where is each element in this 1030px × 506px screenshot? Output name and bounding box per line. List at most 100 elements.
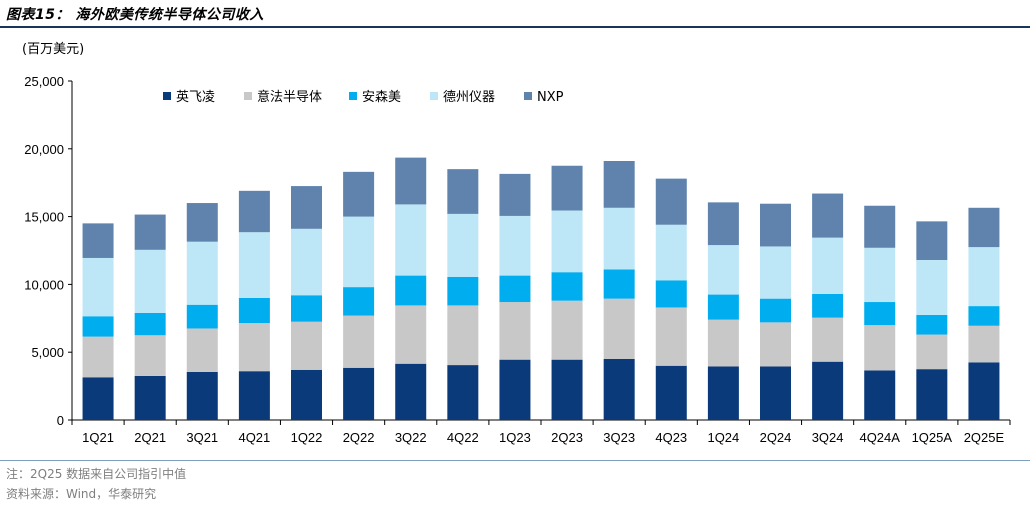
x-tick-label: 4Q22 xyxy=(447,430,479,445)
bar-segment xyxy=(864,302,896,326)
footer-divider xyxy=(0,460,1030,461)
bar-segment xyxy=(655,178,687,225)
bar-segment xyxy=(916,221,948,260)
bar-segment xyxy=(291,186,322,229)
bar-segment xyxy=(82,223,114,258)
bar-segment xyxy=(186,328,218,372)
bar-segment xyxy=(655,365,687,420)
x-tick-label: 2Q25E xyxy=(964,430,1005,445)
bar-segment xyxy=(291,228,322,296)
x-tick-label: 4Q23 xyxy=(655,430,687,445)
bar-segment xyxy=(760,322,791,367)
title-divider xyxy=(0,26,1030,28)
bar-segment xyxy=(499,359,531,420)
bar-segment xyxy=(760,246,791,299)
bar-segment xyxy=(134,312,166,336)
bar-segment xyxy=(499,275,531,303)
legend-label: 德州仪器 xyxy=(443,90,495,105)
bar-segment xyxy=(603,298,635,359)
bar-segment xyxy=(760,203,791,247)
x-tick-label: 2Q22 xyxy=(343,430,375,445)
bar-segment xyxy=(134,375,166,420)
bar-segment xyxy=(968,306,1000,326)
x-tick-label: 3Q23 xyxy=(603,430,635,445)
bar-segment xyxy=(343,367,375,420)
x-tick-label: 3Q21 xyxy=(186,430,218,445)
x-tick-label: 1Q24 xyxy=(707,430,739,445)
bar-segment xyxy=(551,272,583,301)
bar-segment xyxy=(655,307,687,366)
bar-segment xyxy=(82,377,114,420)
bar-segment xyxy=(447,276,479,306)
bar-segment xyxy=(551,210,583,273)
y-tick-label: 10,000 xyxy=(24,277,64,292)
legend-swatch xyxy=(244,92,252,100)
bar-segment xyxy=(499,215,531,276)
unit-label: (百万美元) xyxy=(22,42,85,57)
bar-segment xyxy=(864,325,896,371)
bar-segment xyxy=(916,334,948,370)
bar-segment xyxy=(551,300,583,360)
bar-segment xyxy=(864,205,896,248)
bar-segment xyxy=(707,366,739,420)
bar-segment xyxy=(812,237,844,294)
bar-segment xyxy=(395,204,427,276)
x-tick-label: 4Q21 xyxy=(238,430,270,445)
x-tick-label: 3Q22 xyxy=(395,430,427,445)
bar-segment xyxy=(864,247,896,303)
bar-segment xyxy=(968,362,1000,420)
bar-segment xyxy=(82,257,114,317)
y-tick-label: 25,000 xyxy=(24,74,64,89)
x-tick-label: 1Q25A xyxy=(912,430,953,445)
bar-segment xyxy=(186,203,218,242)
bar-segment xyxy=(291,321,322,370)
source-note: 资料来源：Wind，华泰研究 xyxy=(6,487,157,501)
bar-segment xyxy=(447,169,479,214)
bar-segment xyxy=(603,269,635,299)
bar-segment xyxy=(238,190,270,233)
bar-segment xyxy=(343,315,375,368)
stacked-bar-chart: 0 5,000 10,000 15,000 20,000 25,000 1Q21 2Q21 3Q… xyxy=(24,74,1011,445)
bar-segment xyxy=(916,259,948,315)
legend-swatch xyxy=(163,92,171,100)
bar-segment xyxy=(551,359,583,420)
bar-segment xyxy=(655,280,687,308)
bar-segment xyxy=(82,316,114,337)
bar-segment xyxy=(134,214,166,250)
x-tick-label: 1Q23 xyxy=(499,430,531,445)
bar-segment xyxy=(134,249,166,313)
x-tick-label: 1Q22 xyxy=(291,430,323,445)
bar-segment xyxy=(812,361,844,420)
bar-segment xyxy=(916,314,948,335)
bar-segment xyxy=(291,295,322,322)
bar-segment xyxy=(603,161,635,208)
legend-label: 意法半导体 xyxy=(257,89,322,105)
bar-segment xyxy=(499,173,531,216)
y-tick-label: 5,000 xyxy=(31,345,64,360)
x-tick-label: 3Q24 xyxy=(812,430,844,445)
bar-segment xyxy=(812,317,844,362)
x-tick-label: 1Q21 xyxy=(82,430,114,445)
bar-segment xyxy=(447,365,479,420)
x-tick-label: 4Q24A xyxy=(859,430,900,445)
y-tick-label: 20,000 xyxy=(24,142,64,157)
y-tick-label: 0 xyxy=(57,413,64,428)
bar-segment xyxy=(395,363,427,420)
x-tick-label: 2Q21 xyxy=(134,430,166,445)
bar-segment xyxy=(603,358,635,420)
bar-segment xyxy=(238,371,270,420)
bar-segment xyxy=(707,294,739,320)
footnote: 注：2Q25 数据来自公司指引中值 xyxy=(6,467,187,481)
bar-segment xyxy=(707,245,739,295)
chart-title: 图表15： 海外欧美传统半导体公司收入 xyxy=(6,7,264,23)
bar-segment xyxy=(968,325,1000,363)
bar-segment xyxy=(343,171,375,217)
y-tick-label: 15,000 xyxy=(24,210,64,225)
bar-segment xyxy=(551,165,583,211)
bar-segment xyxy=(760,298,791,323)
bar-segment xyxy=(395,157,427,205)
bar-segment xyxy=(186,241,218,305)
bar-segment xyxy=(395,305,427,364)
bar-segment xyxy=(707,319,739,367)
bar-segment xyxy=(82,336,114,378)
